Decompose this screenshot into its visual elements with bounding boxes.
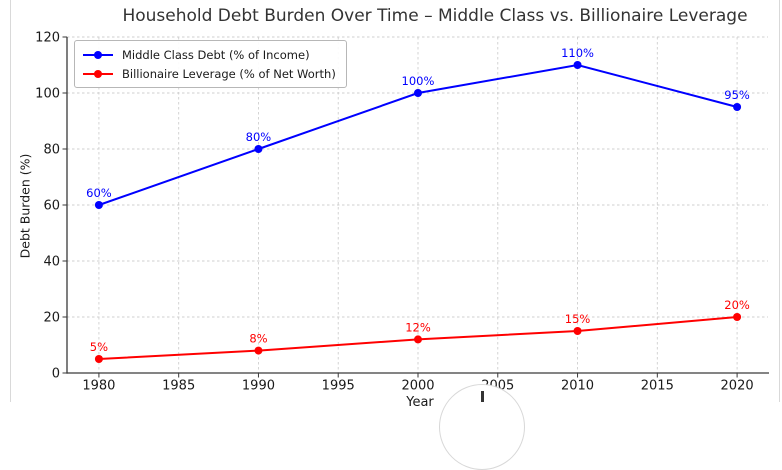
svg-text:100%: 100% — [402, 74, 435, 88]
legend-line-marker-icon — [83, 50, 113, 59]
svg-text:1985: 1985 — [162, 379, 195, 394]
window-left-border — [10, 0, 11, 402]
svg-text:40: 40 — [43, 255, 60, 270]
svg-text:8%: 8% — [249, 332, 267, 346]
legend-label: Middle Class Debt (% of Income) — [122, 47, 310, 62]
svg-text:20%: 20% — [724, 298, 750, 312]
svg-text:60: 60 — [43, 199, 60, 214]
window-right-border — [779, 0, 780, 402]
svg-text:80: 80 — [43, 143, 60, 158]
svg-text:2010: 2010 — [561, 379, 594, 394]
svg-text:2020: 2020 — [721, 379, 754, 394]
svg-text:60%: 60% — [86, 186, 112, 200]
svg-text:15%: 15% — [565, 312, 591, 326]
chart-title: Household Debt Burden Over Time – Middle… — [122, 6, 748, 26]
svg-text:2000: 2000 — [401, 379, 434, 394]
svg-text:1980: 1980 — [82, 379, 115, 394]
svg-text:20: 20 — [43, 311, 60, 326]
svg-text:120: 120 — [35, 31, 60, 46]
legend-item-middle-class: Middle Class Debt (% of Income) — [83, 45, 336, 64]
legend-item-billionaire: Billionaire Leverage (% of Net Worth) — [83, 64, 336, 83]
svg-text:80%: 80% — [246, 130, 272, 144]
plot-area: 1980198519901995200020052010201520200204… — [35, 31, 769, 394]
svg-text:100: 100 — [35, 87, 60, 102]
legend: Middle Class Debt (% of Income) Billiona… — [74, 40, 347, 88]
svg-text:1995: 1995 — [322, 379, 355, 394]
legend-label: Billionaire Leverage (% of Net Worth) — [122, 66, 336, 81]
svg-text:5%: 5% — [90, 340, 108, 354]
svg-text:110%: 110% — [561, 46, 594, 60]
svg-text:12%: 12% — [405, 320, 431, 334]
legend-line-marker-icon — [83, 69, 113, 78]
svg-text:2015: 2015 — [641, 379, 674, 394]
svg-text:0: 0 — [52, 367, 60, 382]
svg-text:1990: 1990 — [242, 379, 275, 394]
x-axis-label: Year — [406, 395, 434, 410]
svg-text:95%: 95% — [724, 88, 750, 102]
text-cursor-icon — [481, 391, 484, 402]
